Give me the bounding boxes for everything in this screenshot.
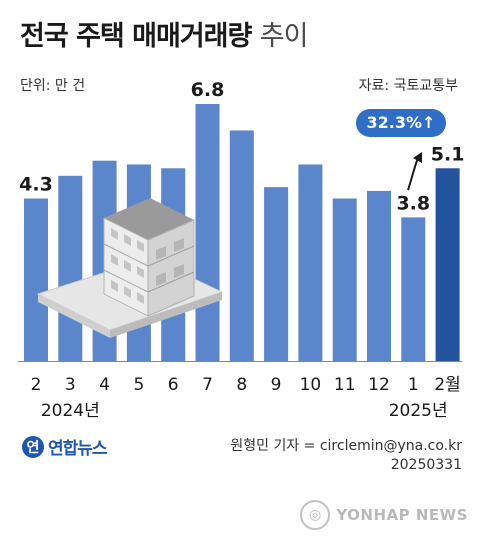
watermark-text: YONHAP NEWS: [336, 506, 468, 524]
bar-9: [332, 198, 357, 361]
x-tick-label: 10: [300, 375, 322, 395]
apartment-building-icon: [36, 198, 224, 338]
yonhap-logo-text: 연합뉴스: [48, 439, 108, 459]
bar-8: [298, 164, 323, 361]
year-label: 2025년: [389, 401, 448, 421]
x-tick-label: 2: [31, 375, 42, 395]
year-label: 2024년: [41, 401, 100, 421]
data-label: 5.1: [431, 143, 465, 165]
bar-11: [401, 217, 426, 361]
growth-badge-text: 32.3%↑: [367, 113, 436, 132]
chart-title: 전국 주택 매매거래량 추이: [20, 14, 309, 53]
x-axis-line: [18, 361, 462, 362]
growth-badge: 32.3%↑: [356, 109, 446, 137]
data-label: 4.3: [19, 173, 53, 195]
x-tick-label: 7: [202, 375, 213, 395]
x-axis-labels: 2 3 4 5 6 7 8 9 10 11 12 1 2월: [31, 375, 461, 395]
growth-badge-box: [356, 109, 446, 137]
yonhap-watermark: ◎ YONHAP NEWS: [300, 500, 468, 530]
bar-0: [24, 198, 48, 361]
growth-arrowhead: [413, 152, 422, 163]
source-label: 자료: 국토교통부: [358, 78, 458, 94]
x-tick-label: 4: [99, 375, 110, 395]
x-tick-label: 12: [368, 375, 390, 395]
bar-1: [58, 175, 83, 361]
credit-block: 원형민 기자 = circlemin@yna.co.kr 20250331: [230, 437, 462, 475]
data-label: 6.8: [191, 79, 225, 101]
bar-12: [435, 168, 460, 361]
bar-10: [367, 190, 391, 361]
bar-6: [229, 130, 254, 361]
data-label: 3.8: [396, 192, 430, 214]
unit-label: 단위: 만 건: [20, 78, 86, 94]
year-labels: 2024년 2025년: [41, 401, 448, 421]
x-tick-label: 1: [408, 375, 419, 395]
title-suffix: 추이: [259, 21, 309, 52]
x-tick-label: 6: [168, 375, 179, 395]
x-tick-label: 2월: [434, 375, 460, 395]
bar-7: [264, 187, 289, 361]
yonhap-logo: 연 연합뉴스: [22, 434, 108, 459]
x-tick-label: 11: [334, 375, 356, 395]
bar-5: [195, 104, 220, 361]
title-main: 전국 주택 매매거래량: [20, 21, 252, 52]
bar-chart: 4.3 6.8 3.8 5.1 32.3%↑ 2 3 4 5 6 7 8 9 10 11 12 1 2월 20…: [19, 79, 464, 421]
x-tick-label: 8: [236, 375, 247, 395]
bar-group: 4.3 6.8 3.8 5.1: [19, 79, 464, 361]
growth-arrow: [407, 157, 419, 191]
x-tick-label: 5: [133, 375, 144, 395]
x-tick-label: 9: [271, 375, 282, 395]
watermark-logo-icon: ◎: [300, 500, 331, 530]
x-tick-label: 3: [65, 375, 76, 395]
yonhap-logo-icon: 연: [22, 435, 44, 458]
publish-date: 20250331: [390, 457, 462, 473]
reporter-credit: 원형민 기자 = circlemin@yna.co.kr: [230, 438, 462, 454]
